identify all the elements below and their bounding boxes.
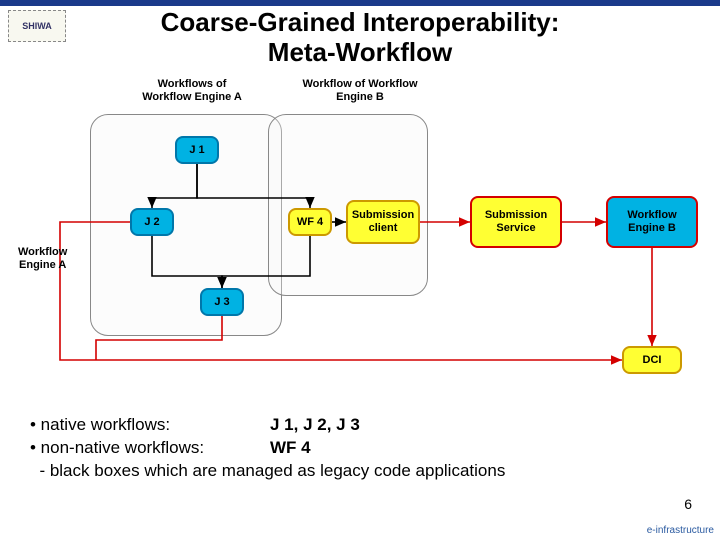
page-number: 6 <box>684 496 692 512</box>
node-wf4: WF 4 <box>288 208 332 236</box>
node-subc: Submissionclient <box>346 200 420 244</box>
bullet-list: • native workflows: J 1, J 2, J 3 • non-… <box>30 414 700 483</box>
group-a-label: Workflows ofWorkflow Engine A <box>122 78 262 104</box>
shiwa-logo: SHIWA <box>8 10 66 42</box>
bullet-2-label: • non-native workflows: <box>30 437 270 460</box>
title-line-2: Meta-Workflow <box>268 37 452 67</box>
diagram-canvas: Workflows ofWorkflow Engine A Workflow o… <box>0 78 720 388</box>
node-j3: J 3 <box>200 288 244 316</box>
node-dci: DCI <box>622 346 682 374</box>
group-b-label: Workflow of WorkflowEngine B <box>290 78 430 104</box>
node-j1: J 1 <box>175 136 219 164</box>
header-bar <box>0 0 720 6</box>
bullet-1-value: J 1, J 2, J 3 <box>270 414 360 437</box>
node-web: WorkflowEngine B <box>606 196 698 248</box>
bullet-2-value: WF 4 <box>270 437 311 460</box>
page-title: Coarse-Grained Interoperability: Meta-Wo… <box>0 8 720 68</box>
title-line-1: Coarse-Grained Interoperability: <box>161 7 560 37</box>
footer-logo: e-infrastructure <box>647 525 714 536</box>
node-subs: SubmissionService <box>470 196 562 248</box>
bullet-3: - black boxes which are managed as legac… <box>30 460 700 483</box>
node-j2: J 2 <box>130 208 174 236</box>
bullet-1-label: • native workflows: <box>30 414 270 437</box>
engine-a-side-label: WorkflowEngine A <box>18 246 67 272</box>
